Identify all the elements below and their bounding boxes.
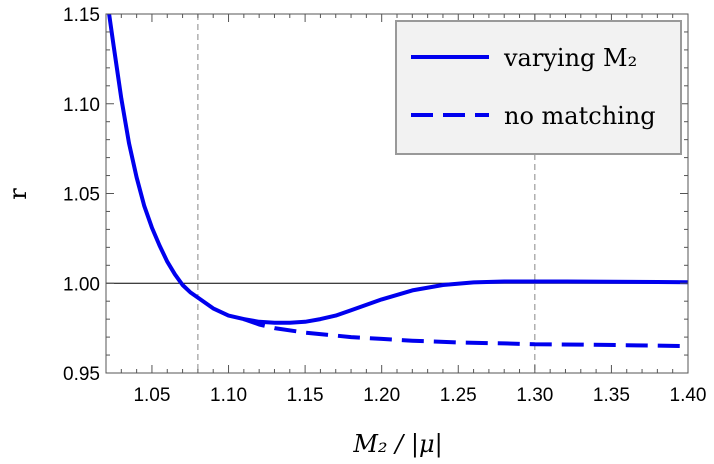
x-tick-label: 1.30 [516,385,553,406]
y-tick-label: 1.15 [63,5,100,26]
legend: varying M₂ no matching [395,20,682,155]
x-tick-label: 1.20 [363,385,400,406]
legend-label-series-1: varying M₂ [503,44,637,72]
x-tick-label: 1.15 [287,385,324,406]
series-line-2 [243,317,688,349]
series-group [107,14,688,349]
y-tick-labels: 0.95 1.00 1.05 1.10 1.15 [63,5,100,385]
y-tick-label: 1.10 [63,95,100,116]
legend-box [395,20,682,155]
y-tick-label: 1.05 [63,185,100,206]
x-tick-label: 1.05 [133,385,170,406]
x-axis-title: M₂ / |μ| [352,430,442,459]
x-tick-label: 1.35 [593,385,630,406]
y-tick-label: 0.95 [63,364,100,385]
x-tick-label: 1.10 [210,385,247,406]
x-tick-labels: 1.05 1.10 1.15 1.20 1.25 1.30 1.35 1.40 [133,385,706,406]
y-tick-label: 1.00 [63,274,100,295]
x-tick-label: 1.25 [440,385,477,406]
axis-ticks [105,13,689,374]
series-line-1 [107,14,688,325]
legend-label-series-2: no matching [504,102,656,130]
y-axis-title: r [4,188,32,200]
x-tick-label: 1.40 [670,385,707,406]
